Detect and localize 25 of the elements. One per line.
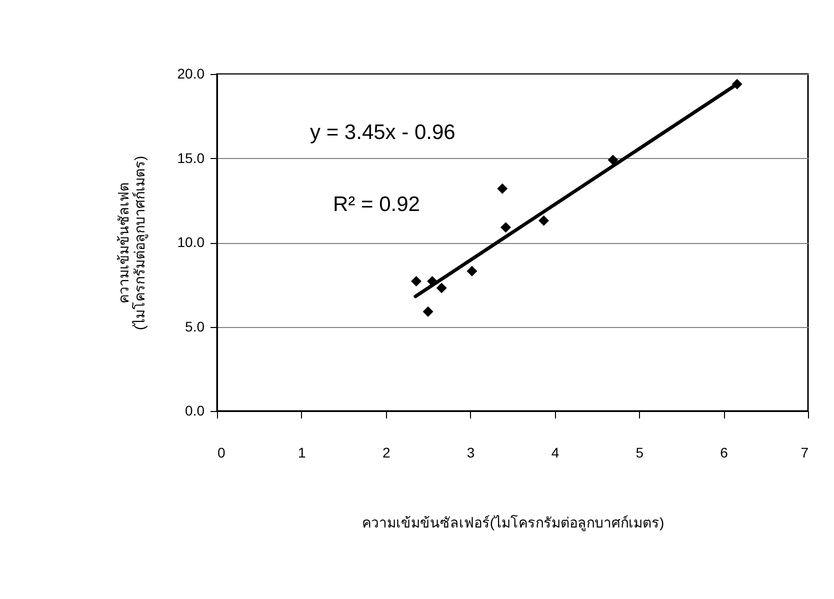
point (466, 266, 478, 276)
y-tick-label: 5.0 (185, 318, 205, 334)
y-tick-label: 15.0 (177, 150, 205, 166)
y-tick-label: 20.0 (177, 66, 205, 82)
point (500, 222, 511, 233)
point (538, 215, 549, 226)
y-tick-label: 0.0 (185, 402, 205, 418)
x-axis-title: ความเข้มข้นซัลเฟอร์(ไมโครกรัมต่อลูกบาศก์เมตร) (362, 514, 664, 532)
point (422, 306, 434, 317)
x-tick-label: 3 (466, 444, 475, 460)
y-tick-label: 10.0 (177, 234, 205, 250)
point (436, 282, 447, 294)
x-tick-label: 6 (720, 444, 728, 460)
x-tick-label: 4 (551, 444, 560, 460)
annotation: R² = 0.92 (333, 193, 420, 216)
point (497, 183, 508, 194)
point (608, 154, 618, 166)
x-tick-label: 1 (298, 444, 306, 460)
x-tick-label: 2 (382, 444, 390, 460)
x-tick-label: 5 (636, 444, 644, 460)
x-tick-label: 0 (218, 444, 226, 460)
x-tick-label: 7 (800, 444, 809, 460)
annotation: y = 3.45x - 0.96 (310, 121, 456, 144)
point (411, 276, 422, 286)
y-axis-title: ความเข้มข้นซัลเฟต (ไมโครกรัมต่อลูกบาศก์เมตร) (115, 156, 148, 330)
